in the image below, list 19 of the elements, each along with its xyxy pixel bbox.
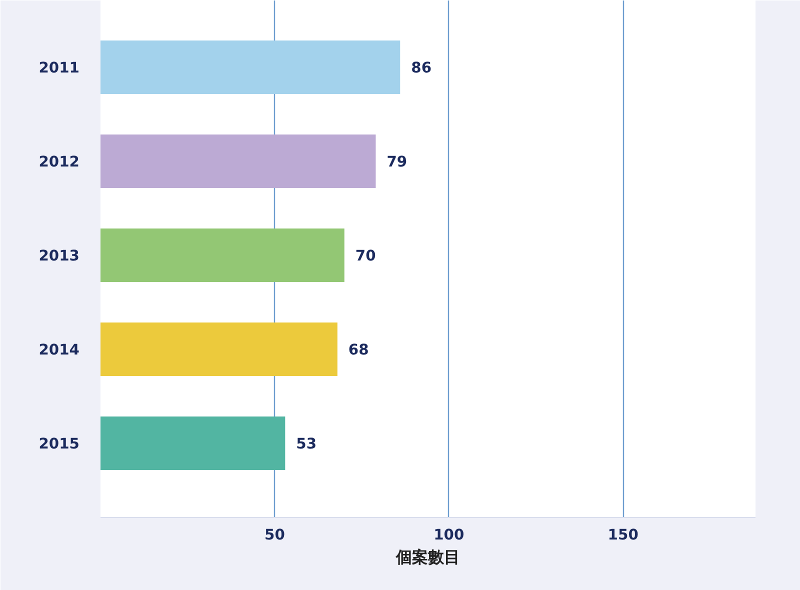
bar xyxy=(100,134,376,188)
data-label: 79 xyxy=(386,154,408,171)
data-label: 86 xyxy=(411,60,432,77)
data-label: 70 xyxy=(355,248,376,265)
y-tick-label: 2012 xyxy=(38,154,80,171)
x-tick-label: 150 xyxy=(608,526,638,544)
y-tick-label: 2015 xyxy=(38,436,80,453)
bar xyxy=(100,228,344,282)
x-axis-title: 個案數目 xyxy=(395,548,460,566)
bar xyxy=(100,416,286,470)
y-tick-label: 2011 xyxy=(38,60,80,77)
data-label: 53 xyxy=(296,436,317,453)
y-tick-label: 2014 xyxy=(38,342,80,359)
x-tick-label: 50 xyxy=(264,526,285,544)
y-tick-label: 2013 xyxy=(38,248,80,265)
bar xyxy=(100,322,338,376)
data-label: 68 xyxy=(348,342,369,359)
x-tick-label: 100 xyxy=(434,526,464,544)
bar xyxy=(100,40,400,94)
